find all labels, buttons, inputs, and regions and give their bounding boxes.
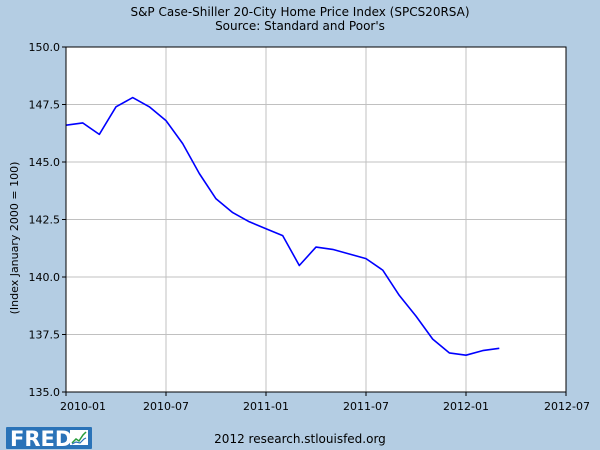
fred-chart-icon [70, 430, 88, 445]
grid [66, 46, 566, 393]
chart-title: S&P Case-Shiller 20-City Home Price Inde… [130, 5, 469, 19]
y-tick-label: 150.0 [29, 41, 61, 54]
chart-subtitle: Source: Standard and Poor's [215, 19, 385, 33]
y-axis-ticks: 135.0 137.5 140.0 142.5 145.0 147.5 150.0 [29, 41, 66, 399]
y-tick-label: 147.5 [29, 99, 61, 112]
y-tick-label: 137.5 [29, 329, 61, 342]
y-tick-label: 135.0 [29, 386, 61, 399]
x-tick-label: 2010-07 [143, 400, 189, 413]
series-line [65, 96, 500, 357]
y-tick-label: 140.0 [29, 271, 61, 284]
x-axis-ticks: 2010-01 2010-07 2011-01 2011-07 2012-01 2012-… [60, 392, 590, 413]
footer-source[interactable]: 2012 research.stlouisfed.org [214, 432, 386, 446]
x-tick-label: 2011-07 [343, 400, 389, 413]
x-tick-label: 2012-01 [443, 400, 489, 413]
x-tick-label: 2011-01 [243, 400, 289, 413]
fred-logo-text: FRED [10, 427, 72, 450]
series [65, 96, 500, 357]
fred-logo[interactable]: FRED [6, 427, 92, 450]
x-tick-label: 2010-01 [60, 400, 106, 413]
y-axis-title: (Index January 2000 = 100) [8, 162, 21, 315]
y-tick-label: 142.5 [29, 214, 61, 227]
x-tick-label: 2012-07 [544, 400, 590, 413]
y-tick-label: 145.0 [29, 156, 61, 169]
